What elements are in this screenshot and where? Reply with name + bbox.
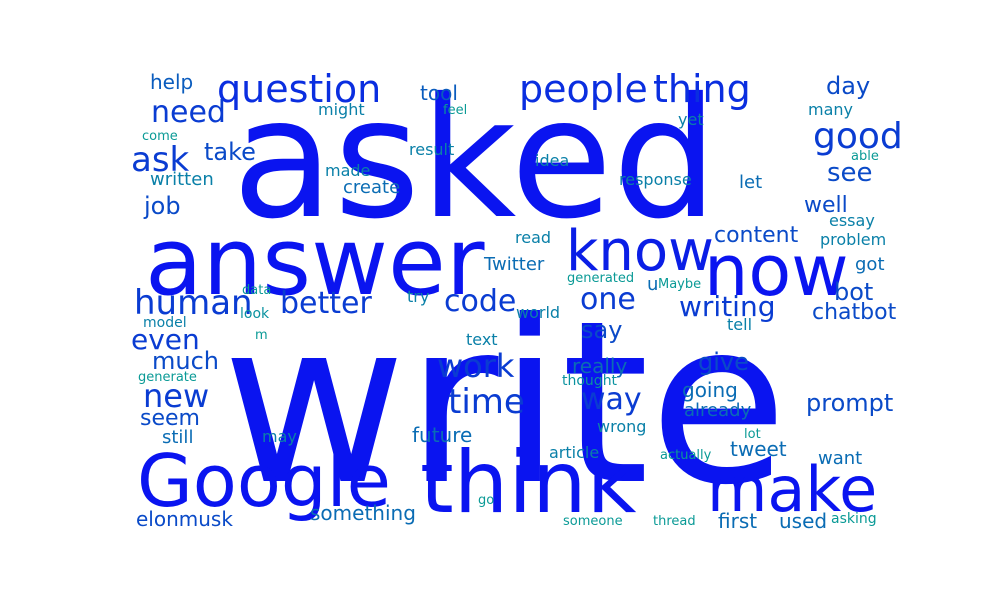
word: one bbox=[580, 282, 636, 317]
word: want bbox=[818, 448, 863, 469]
word: try bbox=[407, 287, 430, 306]
word: world bbox=[516, 303, 561, 322]
word: even bbox=[131, 323, 200, 356]
word: give bbox=[698, 348, 749, 376]
word: article bbox=[549, 443, 600, 462]
word: ask bbox=[131, 140, 190, 180]
word: may bbox=[262, 427, 297, 446]
word: way bbox=[581, 382, 642, 417]
word: text bbox=[466, 330, 498, 349]
word: written bbox=[150, 169, 214, 190]
word: idea bbox=[535, 151, 570, 170]
word: better bbox=[280, 286, 372, 321]
word: job bbox=[144, 192, 181, 220]
word: made bbox=[325, 161, 371, 180]
word: lot bbox=[744, 427, 761, 442]
word: data bbox=[242, 283, 272, 298]
word: really bbox=[572, 354, 628, 378]
word: good bbox=[813, 116, 903, 157]
word: essay bbox=[829, 211, 875, 230]
word: future bbox=[412, 423, 473, 447]
word: able bbox=[851, 149, 879, 164]
word: help bbox=[150, 70, 194, 94]
word: question bbox=[217, 67, 382, 111]
word: yet bbox=[678, 110, 704, 129]
word: chatbot bbox=[812, 300, 897, 325]
word: people bbox=[519, 67, 648, 111]
word: result bbox=[409, 140, 455, 159]
word: tweet bbox=[730, 437, 787, 461]
word: look bbox=[240, 306, 270, 322]
word: first bbox=[718, 509, 758, 533]
word: feel bbox=[443, 103, 468, 118]
word: generated bbox=[567, 271, 635, 286]
word: actually bbox=[660, 448, 712, 463]
word: asked bbox=[232, 63, 718, 256]
word: Maybe bbox=[658, 277, 702, 292]
word: go bbox=[478, 493, 495, 508]
word: day bbox=[826, 72, 871, 100]
word: think bbox=[420, 433, 637, 533]
word: tell bbox=[727, 315, 753, 334]
word: asking bbox=[831, 511, 877, 527]
word: used bbox=[779, 509, 828, 533]
word: might bbox=[318, 100, 365, 119]
word: new bbox=[143, 377, 210, 415]
word: thought bbox=[562, 373, 618, 389]
word: much bbox=[152, 347, 219, 375]
word: time bbox=[448, 382, 525, 422]
word: response bbox=[619, 170, 692, 189]
word: make bbox=[707, 453, 878, 526]
word: prompt bbox=[806, 389, 894, 417]
word: see bbox=[827, 158, 873, 188]
word: m bbox=[255, 328, 268, 343]
word: now bbox=[704, 230, 849, 312]
word: create bbox=[343, 177, 401, 198]
word: someone bbox=[563, 514, 623, 529]
word: got bbox=[855, 254, 885, 275]
word: going bbox=[682, 378, 738, 402]
word: answer bbox=[145, 208, 485, 317]
word: need bbox=[151, 95, 226, 130]
word: come bbox=[142, 129, 178, 144]
word: read bbox=[515, 228, 552, 247]
word: many bbox=[808, 100, 853, 119]
word: problem bbox=[820, 230, 887, 249]
word: already bbox=[684, 400, 752, 421]
word: Google bbox=[137, 439, 391, 523]
word: thing bbox=[653, 67, 751, 111]
word: model bbox=[143, 315, 187, 331]
word: human bbox=[134, 283, 253, 323]
word: elonmusk bbox=[136, 507, 233, 531]
word: well bbox=[804, 193, 848, 218]
word: work bbox=[437, 347, 515, 385]
word: generate bbox=[138, 370, 197, 385]
word: thread bbox=[653, 514, 696, 529]
word: know bbox=[566, 219, 714, 284]
word: u bbox=[647, 274, 659, 295]
word: say bbox=[581, 316, 623, 344]
word: tool bbox=[420, 81, 458, 105]
word: code bbox=[444, 284, 517, 319]
word: Twitter bbox=[484, 254, 545, 275]
word: still bbox=[162, 427, 194, 448]
word: something bbox=[310, 501, 416, 525]
word: content bbox=[714, 223, 799, 248]
word: write bbox=[222, 273, 788, 535]
word: take bbox=[204, 138, 256, 166]
word: let bbox=[739, 172, 763, 193]
word: seem bbox=[140, 406, 200, 431]
word: bot bbox=[834, 278, 874, 306]
word: wrong bbox=[597, 417, 647, 436]
word: writing bbox=[679, 290, 776, 323]
